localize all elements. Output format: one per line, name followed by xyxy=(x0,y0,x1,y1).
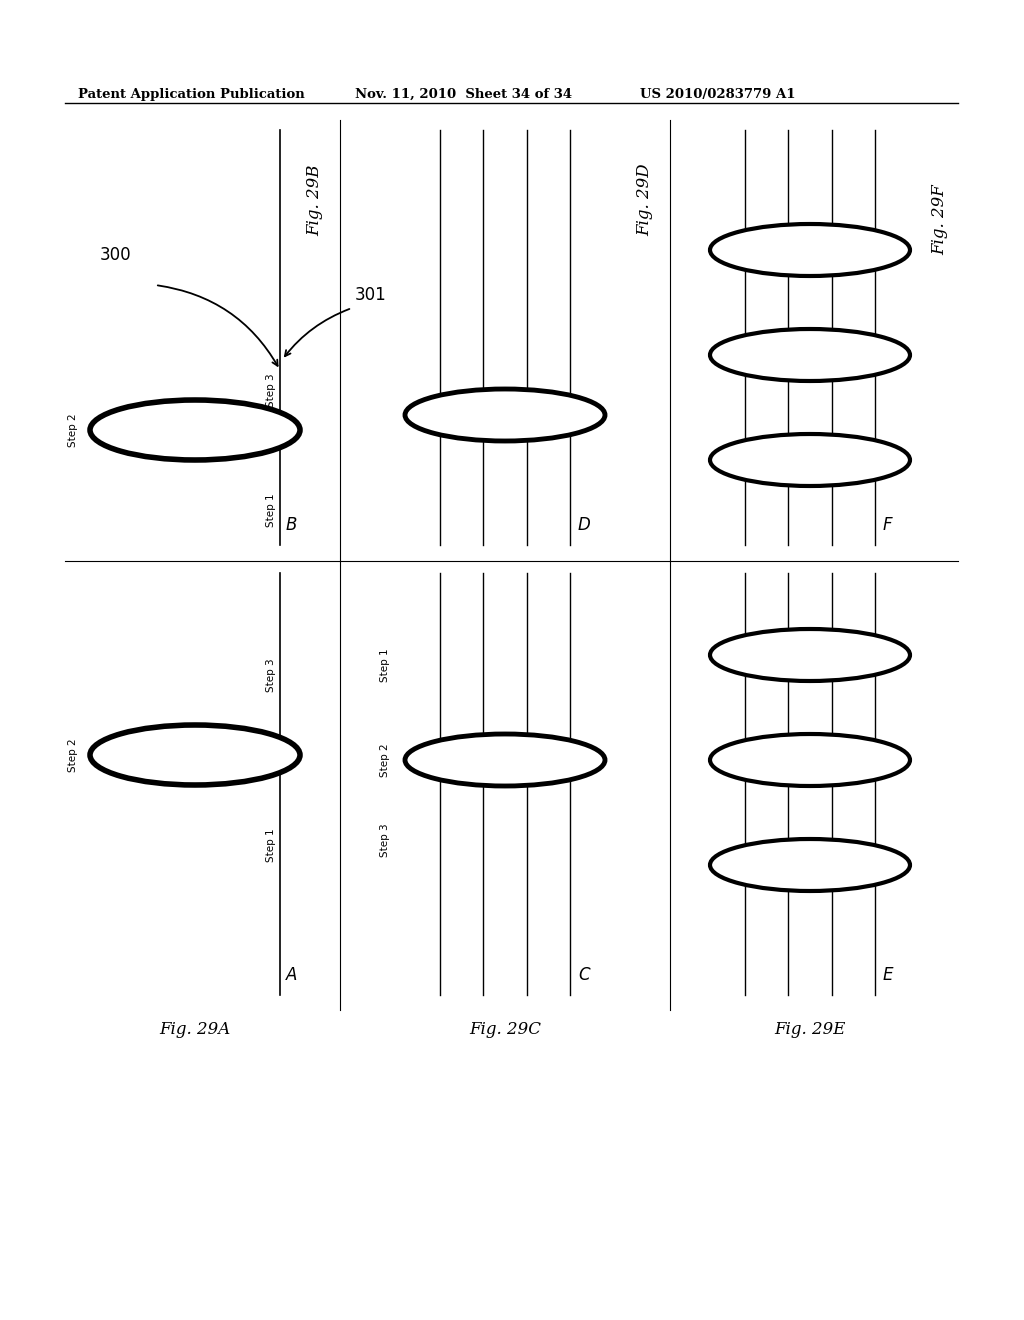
Text: C: C xyxy=(578,966,590,983)
Text: E: E xyxy=(883,966,894,983)
Ellipse shape xyxy=(710,434,910,486)
Ellipse shape xyxy=(710,840,910,891)
Text: Step 2: Step 2 xyxy=(68,738,78,772)
Ellipse shape xyxy=(710,630,910,681)
Text: Step 2: Step 2 xyxy=(68,413,78,446)
Ellipse shape xyxy=(90,400,300,459)
Ellipse shape xyxy=(710,734,910,785)
Text: 301: 301 xyxy=(355,286,387,304)
Text: Step 2: Step 2 xyxy=(380,743,390,776)
Text: Nov. 11, 2010  Sheet 34 of 34: Nov. 11, 2010 Sheet 34 of 34 xyxy=(355,88,572,102)
Text: 300: 300 xyxy=(100,246,132,264)
Text: D: D xyxy=(578,516,591,535)
Ellipse shape xyxy=(710,329,910,381)
Text: Step 3: Step 3 xyxy=(266,374,276,407)
Text: Patent Application Publication: Patent Application Publication xyxy=(78,88,305,102)
Text: Step 1: Step 1 xyxy=(380,648,390,682)
Text: Fig. 29F: Fig. 29F xyxy=(932,185,948,255)
Text: Fig. 29B: Fig. 29B xyxy=(306,164,324,236)
Ellipse shape xyxy=(90,725,300,785)
Ellipse shape xyxy=(710,224,910,276)
Text: Fig. 29D: Fig. 29D xyxy=(637,164,653,236)
Text: US 2010/0283779 A1: US 2010/0283779 A1 xyxy=(640,88,796,102)
Ellipse shape xyxy=(406,734,605,785)
Text: Fig. 29E: Fig. 29E xyxy=(774,1022,846,1039)
Text: A: A xyxy=(286,966,297,983)
Text: Fig. 29A: Fig. 29A xyxy=(160,1022,230,1039)
Ellipse shape xyxy=(406,389,605,441)
Text: Step 1: Step 1 xyxy=(266,828,276,862)
Text: Step 3: Step 3 xyxy=(380,824,390,857)
Text: Step 1: Step 1 xyxy=(266,494,276,527)
Text: Fig. 29C: Fig. 29C xyxy=(469,1022,541,1039)
Text: F: F xyxy=(883,516,893,535)
Text: Step 3: Step 3 xyxy=(266,659,276,692)
Text: B: B xyxy=(286,516,297,535)
